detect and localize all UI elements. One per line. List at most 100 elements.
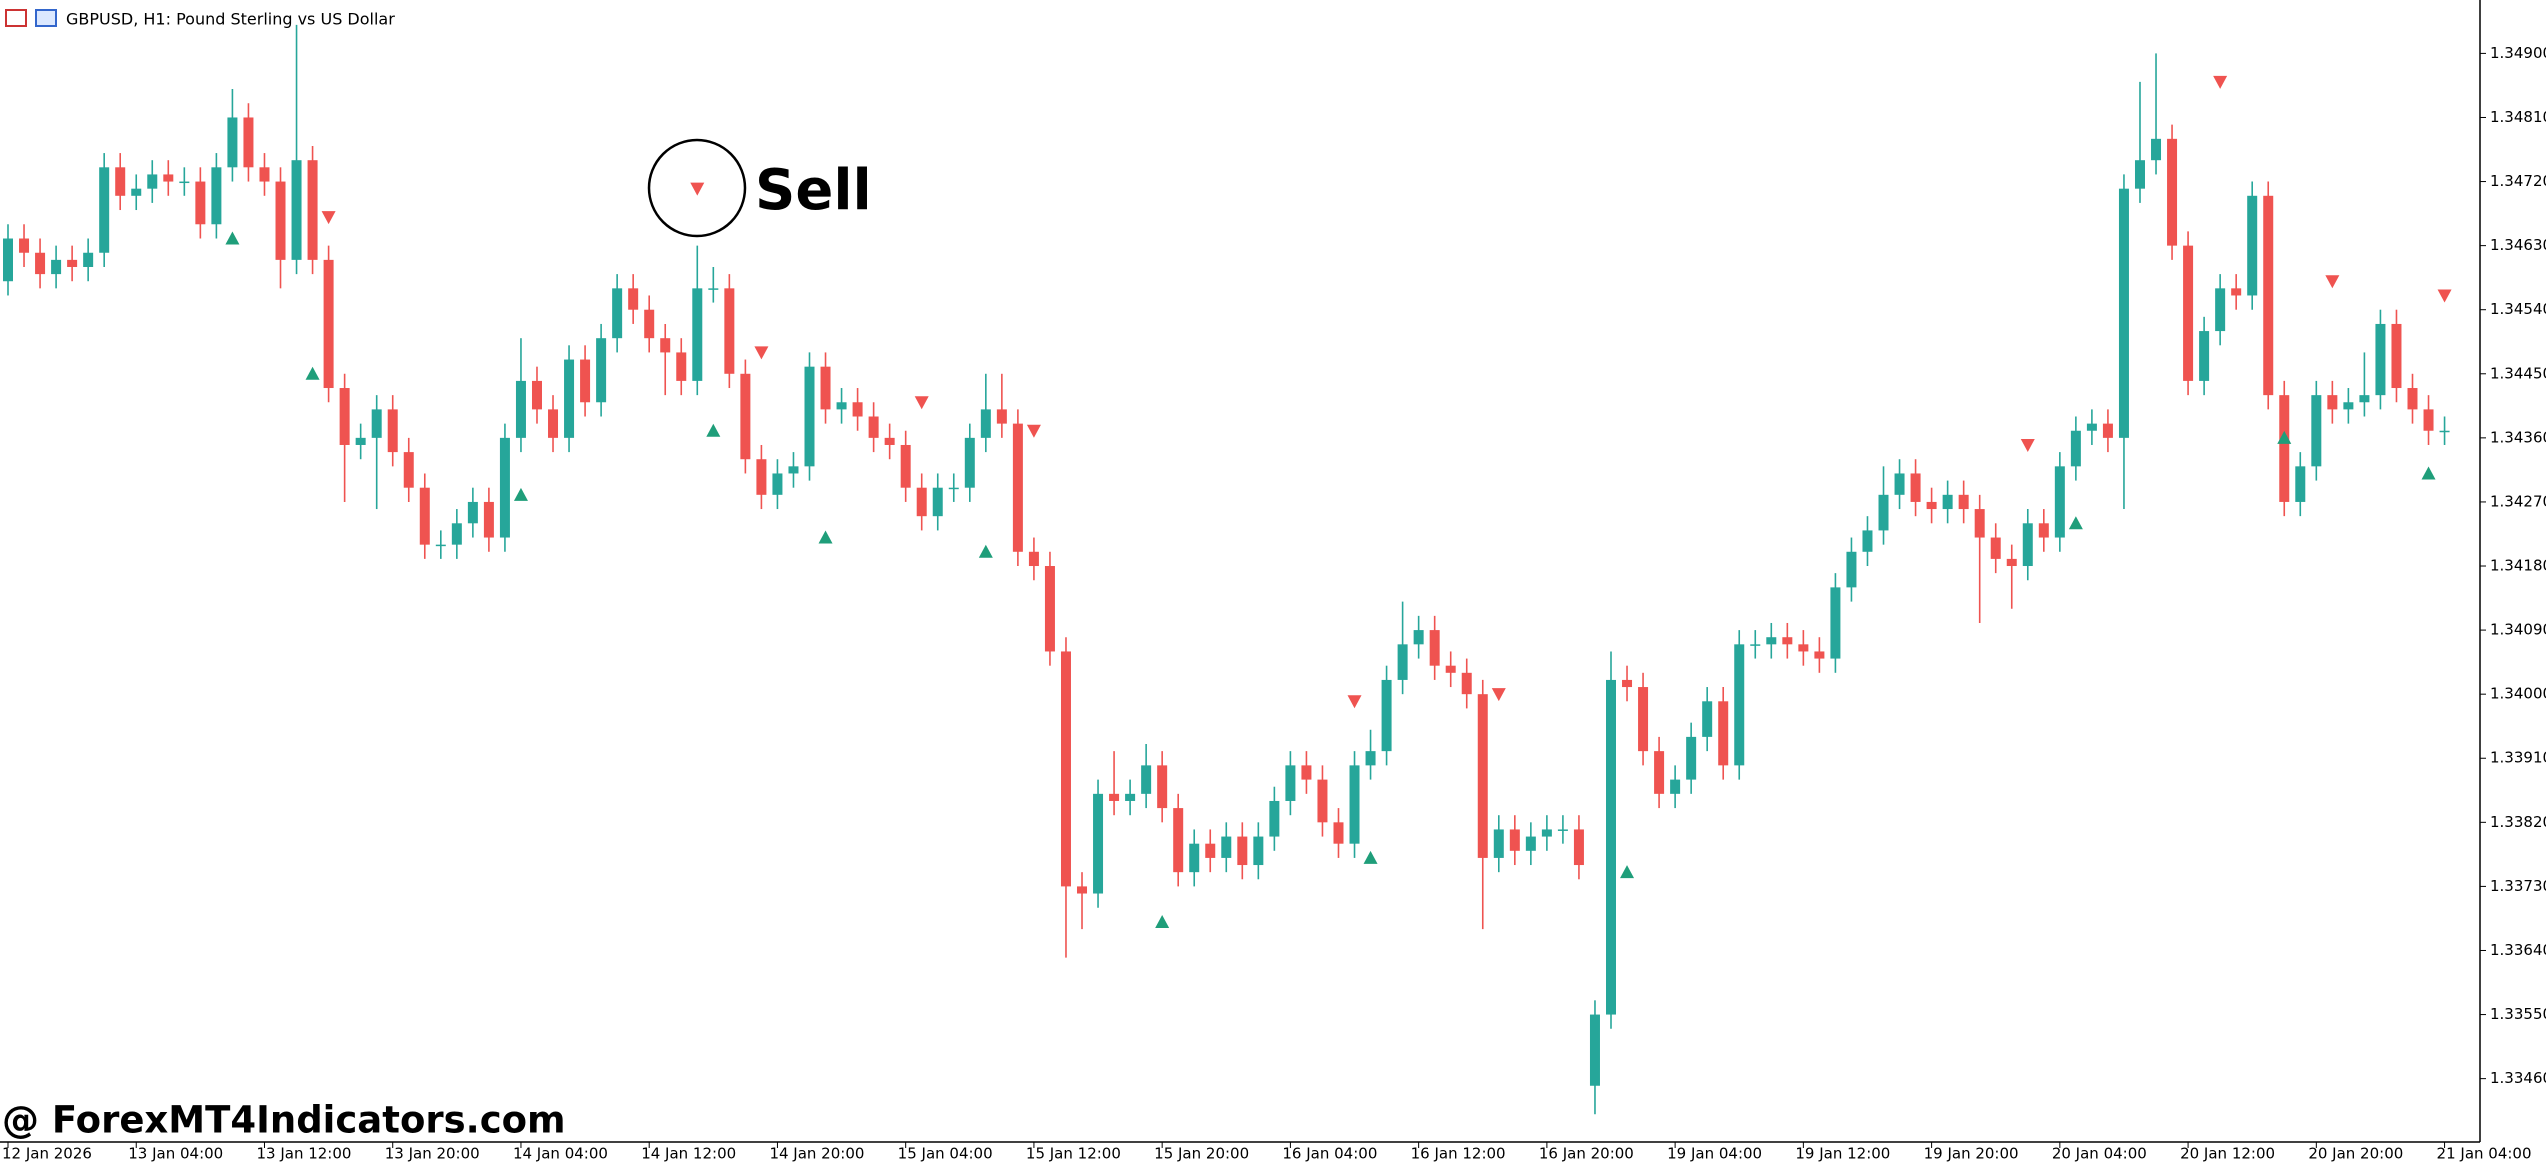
sell-label: Sell — [755, 158, 872, 223]
candle-body — [19, 238, 30, 253]
candle-body — [980, 409, 991, 438]
candle-body — [1445, 665, 1456, 673]
candle-body — [115, 167, 126, 196]
x-tick-label: 19 Jan 20:00 — [1924, 1145, 2019, 1162]
candle-body — [2391, 323, 2402, 389]
candle-body — [996, 409, 1007, 424]
candle-body — [884, 437, 895, 445]
x-tick-label: 20 Jan 20:00 — [2308, 1145, 2403, 1162]
candle-body — [451, 523, 462, 545]
candle-body — [1926, 501, 1937, 510]
sell-arrow — [754, 346, 769, 360]
candle-body — [67, 259, 78, 267]
candle-body — [2070, 430, 2081, 467]
y-tick-label: 1.34180 — [2490, 557, 2546, 575]
candle-body — [2231, 288, 2242, 296]
candle-body — [1990, 537, 2001, 559]
candle-body — [932, 487, 943, 517]
candle-body — [1253, 836, 1264, 866]
candle-body — [259, 167, 270, 182]
candle-body — [1269, 800, 1280, 837]
candle-body — [660, 338, 671, 353]
candle-body — [1750, 644, 1761, 646]
sell-arrow — [321, 211, 336, 225]
candle-body — [1012, 423, 1023, 552]
y-tick-label: 1.33550 — [2490, 1005, 2546, 1023]
candle-body — [1477, 694, 1488, 858]
candle-body — [900, 444, 911, 488]
candle-body — [564, 359, 575, 438]
candle-body — [2215, 288, 2226, 332]
candle-body — [1606, 679, 1616, 1015]
candle-body — [676, 352, 687, 381]
buy-arrow — [2277, 430, 2292, 444]
candle-body — [1077, 886, 1088, 894]
candle-body — [2279, 395, 2290, 502]
candle-body — [131, 188, 142, 196]
candle-body — [916, 487, 927, 517]
candle-body — [1654, 751, 1665, 794]
candle-body — [1060, 651, 1071, 887]
candle-body — [2439, 430, 2450, 433]
candle-body — [596, 338, 607, 403]
x-tick-label: 16 Jan 04:00 — [1282, 1145, 1377, 1162]
candle-body — [1862, 530, 1873, 552]
candle-body — [948, 487, 959, 490]
x-tick-label: 12 Jan 2026 — [2, 1145, 92, 1162]
candle-body — [1509, 829, 1520, 851]
candle-body — [1894, 473, 1905, 495]
candle-body — [1237, 836, 1248, 866]
buy-arrow — [1620, 865, 1635, 879]
candle-body — [435, 544, 446, 547]
candle-body — [2167, 138, 2178, 246]
candle-body — [1349, 765, 1360, 844]
y-tick-label: 1.34630 — [2490, 236, 2546, 254]
x-tick-label: 19 Jan 04:00 — [1667, 1145, 1762, 1162]
candle-body — [1413, 630, 1424, 645]
candle-body — [788, 466, 799, 474]
candle-body — [756, 459, 767, 495]
candle-body — [291, 160, 302, 260]
candle-body — [515, 380, 526, 438]
y-tick-label: 1.33910 — [2490, 749, 2546, 767]
candle-body — [419, 487, 430, 545]
candle-body — [772, 473, 783, 495]
x-tick-label: 13 Jan 04:00 — [128, 1145, 223, 1162]
candle-body — [1205, 843, 1216, 858]
candle-body — [163, 174, 174, 182]
candle-body — [1093, 793, 1104, 894]
x-tick-label: 16 Jan 20:00 — [1539, 1145, 1634, 1162]
candle-body — [2311, 395, 2322, 467]
candle-body — [2086, 423, 2097, 431]
y-tick-label: 1.34360 — [2490, 428, 2546, 446]
candle-body — [195, 181, 206, 225]
candle-body — [2038, 523, 2049, 538]
candle-body — [1846, 551, 1857, 588]
candle-body — [1958, 494, 1969, 510]
y-tick-label: 1.34000 — [2490, 685, 2546, 703]
candle-body — [1910, 473, 1921, 502]
candle-body — [2359, 395, 2370, 403]
watermark: @ ForexMT4Indicators.com — [2, 1099, 566, 1142]
candle-body — [51, 259, 62, 275]
candle-body — [211, 167, 222, 225]
candle-body — [692, 288, 703, 381]
candle-body — [83, 252, 94, 267]
candle-body — [307, 160, 318, 260]
candle-body — [2199, 331, 2210, 381]
candle-body — [371, 409, 382, 438]
candle-body — [2022, 523, 2033, 567]
candle-body — [1525, 836, 1536, 851]
y-tick-label: 1.33640 — [2490, 941, 2546, 959]
sell-arrow — [914, 396, 929, 410]
candle-body — [1317, 779, 1328, 823]
candle-body — [275, 181, 286, 260]
candle-body — [2006, 558, 2017, 567]
y-tick-label: 1.34900 — [2490, 44, 2546, 62]
candle-body — [2134, 160, 2145, 189]
x-tick-label: 20 Jan 04:00 — [2052, 1145, 2147, 1162]
candle-body — [1461, 672, 1472, 695]
candle-body — [1814, 651, 1825, 659]
